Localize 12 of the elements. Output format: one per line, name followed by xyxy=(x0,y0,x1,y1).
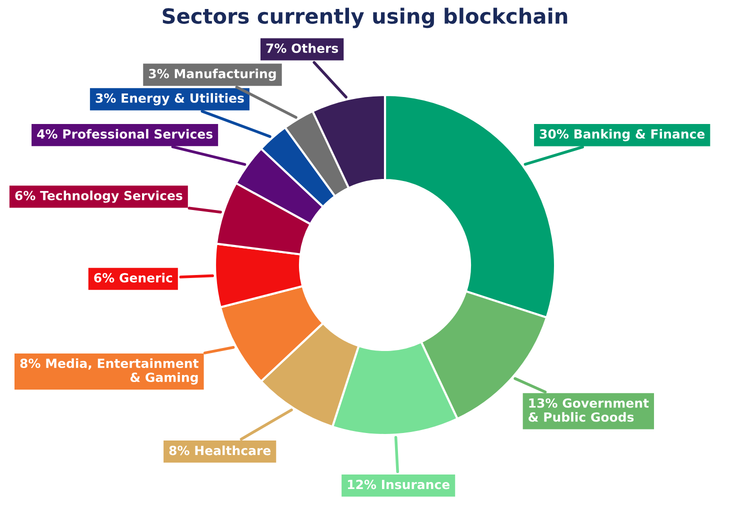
slice-label: 6% Generic xyxy=(94,272,172,283)
slice-label: 7% Others xyxy=(266,43,338,53)
slice-label: 30% Banking & Finance xyxy=(540,129,705,142)
slice-label: 4% Professional Services xyxy=(37,129,212,139)
slice-label: 12% Insurance xyxy=(348,480,450,490)
slice-label: 6% Technology Services xyxy=(15,190,182,203)
slice-label: 3% Energy & Utilities xyxy=(96,93,244,106)
slice-label: 3% Manufacturing xyxy=(148,68,276,81)
slice-label: 13% Government & Public Goods xyxy=(528,398,649,422)
slice-label: 8% Media, Entertainment & Gaming xyxy=(20,358,198,385)
chart-title: Sectors currently using blockchain xyxy=(162,8,568,28)
slice-label: 8% Healthcare xyxy=(169,446,271,456)
